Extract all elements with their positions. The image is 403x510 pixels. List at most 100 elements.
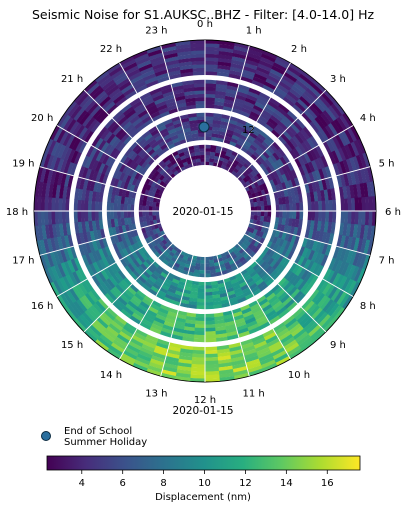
- heatmap-cell: [151, 300, 162, 308]
- heatmap-cell: [58, 210, 63, 224]
- heatmap-cell: [280, 133, 290, 143]
- heatmap-cell: [312, 329, 327, 343]
- heatmap-cell: [204, 266, 211, 271]
- heatmap-cell: [236, 262, 243, 269]
- heatmap-cell: [94, 210, 99, 221]
- heatmap-cell: [275, 356, 291, 367]
- heatmap-cell: [213, 261, 220, 267]
- heatmap-cell: [129, 129, 140, 139]
- heatmap-cell: [259, 177, 266, 185]
- heatmap-cell: [308, 172, 315, 183]
- heatmap-cell: [158, 274, 167, 282]
- heatmap-cell: [52, 279, 63, 295]
- heatmap-cell: [264, 255, 272, 264]
- heatmap-cell: [95, 239, 102, 250]
- heatmap-cell: [343, 278, 354, 294]
- heatmap-cell: [165, 314, 177, 321]
- heatmap-cell: [177, 132, 186, 138]
- heatmap-cell: [108, 322, 121, 335]
- heatmap-cell: [71, 285, 83, 300]
- heatmap-cell: [136, 123, 147, 133]
- heatmap-cell: [271, 65, 286, 76]
- heatmap-cell: [197, 288, 205, 293]
- heatmap-cell: [240, 237, 246, 243]
- heatmap-cell: [205, 100, 215, 105]
- heatmap-cell: [91, 159, 100, 171]
- heatmap-cell: [42, 252, 51, 269]
- heatmap-cell: [122, 156, 131, 166]
- heatmap-cell: [297, 280, 307, 292]
- heatmap-cell: [227, 293, 237, 300]
- heatmap-cell: [173, 92, 186, 98]
- hour-tick-label: 17 h: [12, 256, 34, 267]
- heatmap-cell: [113, 234, 120, 244]
- heatmap-cell: [162, 90, 175, 98]
- heatmap-cell: [347, 264, 357, 280]
- heatmap-cell: [247, 368, 264, 377]
- heatmap-cell: [149, 219, 155, 226]
- heatmap-cell: [47, 210, 53, 225]
- heatmap-cell: [212, 119, 222, 125]
- heatmap-cell: [285, 128, 296, 139]
- heatmap-cell: [232, 369, 249, 377]
- heatmap-cell: [101, 174, 109, 185]
- heatmap-cell: [361, 196, 366, 212]
- heatmap-cell: [266, 257, 275, 266]
- heatmap-cell: [73, 199, 79, 211]
- heatmap-cell: [245, 55, 261, 64]
- heatmap-cell: [98, 201, 103, 211]
- heatmap-cell: [95, 191, 101, 202]
- heatmap-cell: [175, 317, 186, 323]
- heatmap-cell: [149, 87, 162, 96]
- heatmap-cell: [118, 355, 135, 367]
- heatmap-cell: [120, 103, 133, 114]
- heatmap-cell: [77, 199, 82, 211]
- heatmap-cell: [168, 259, 176, 266]
- heatmap-cell: [61, 198, 67, 211]
- heatmap-cell: [67, 304, 80, 319]
- heatmap-cell: [109, 122, 121, 134]
- heatmap-cell: [188, 300, 198, 306]
- heatmap-cell: [193, 145, 200, 150]
- heatmap-cell: [53, 250, 61, 265]
- heatmap-cell: [283, 71, 298, 83]
- heatmap-cell: [226, 125, 236, 132]
- heatmap-cell: [304, 228, 311, 239]
- heatmap-cell: [298, 246, 306, 257]
- heatmap-cell: [112, 169, 120, 179]
- heatmap-cell: [120, 203, 125, 211]
- heatmap-cell: [240, 76, 254, 84]
- colorbar-tick-label: 10: [198, 478, 211, 489]
- heatmap-cell: [224, 135, 232, 142]
- hour-spoke: [39, 219, 173, 256]
- heatmap-cell: [267, 146, 276, 155]
- heatmap-cell: [84, 253, 93, 265]
- heatmap-cell: [204, 360, 219, 365]
- heatmap-cell: [73, 151, 82, 165]
- heatmap-cell: [53, 156, 61, 172]
- heatmap-cell: [205, 43, 221, 48]
- heatmap-cell: [224, 284, 233, 290]
- heatmap-cell: [259, 143, 268, 152]
- heatmap-cell: [303, 90, 317, 103]
- hour-spoke: [234, 227, 354, 297]
- heatmap-cell: [165, 352, 180, 359]
- heatmap-cell: [179, 114, 189, 120]
- heatmap-cell: [299, 128, 310, 141]
- heatmap-cell: [171, 116, 181, 123]
- heatmap-cell: [339, 248, 347, 262]
- heatmap-cell: [239, 338, 253, 347]
- heatmap-cell: [204, 305, 214, 310]
- heatmap-cell: [139, 216, 144, 223]
- heatmap-cell: [243, 252, 250, 260]
- heatmap-cell: [191, 353, 205, 358]
- heatmap-cell: [205, 79, 217, 85]
- heatmap-cell: [307, 201, 312, 212]
- heatmap-cell: [230, 355, 245, 363]
- heatmap-cell: [182, 269, 189, 275]
- heatmap-cell: [266, 216, 271, 223]
- heatmap-cell: [110, 210, 115, 220]
- heatmap-cell: [122, 305, 134, 316]
- heatmap-cell: [80, 280, 91, 294]
- heatmap-cell: [171, 299, 181, 306]
